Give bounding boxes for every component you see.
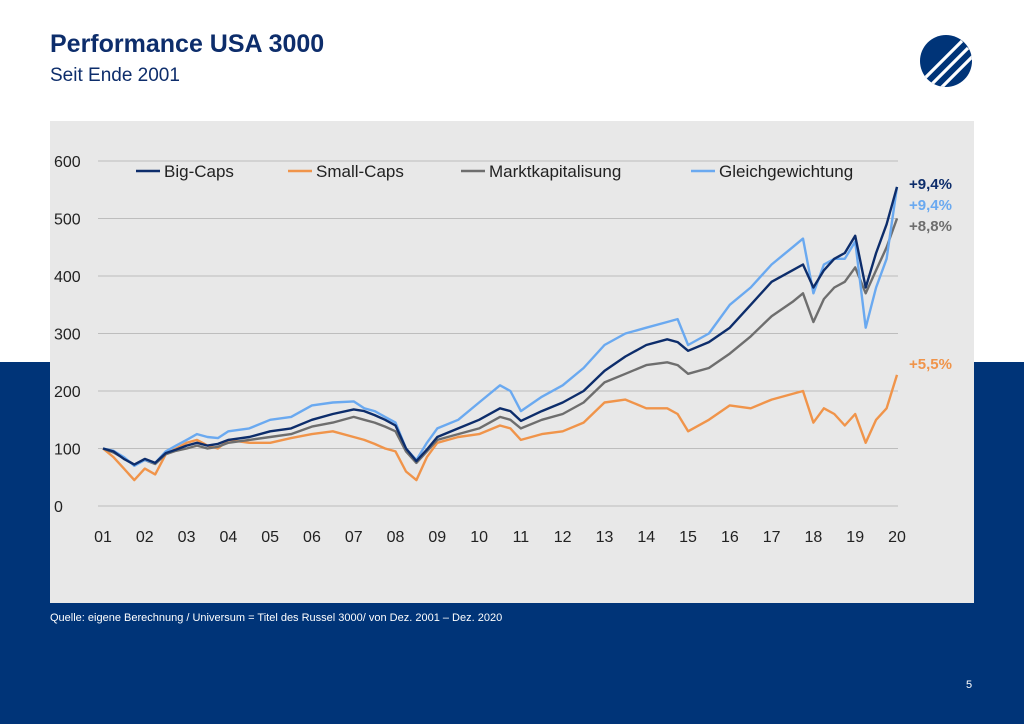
x-tick-label-09: 09 [428,529,446,546]
x-tick-label-08: 08 [387,529,405,546]
x-tick-label-17: 17 [763,529,781,546]
x-tick-label-10: 10 [470,529,488,546]
y-axis-ticks: 0 100 200 300 400 500 600 [54,154,81,516]
y-tick-label-200: 200 [54,384,81,401]
x-axis-ticks: 01 02 03 04 05 06 07 08 09 10 11 12 13 14 15 16 17 18 19 20 [94,529,906,546]
series-line-big-caps [102,186,899,466]
y-tick-label-400: 400 [54,269,81,286]
x-tick-label-07: 07 [345,529,363,546]
x-tick-label-18: 18 [805,529,823,546]
source-note: Quelle: eigene Berechnung / Universum = … [50,612,503,624]
x-tick-label-05: 05 [261,529,279,546]
x-tick-label-13: 13 [596,529,614,546]
x-tick-label-11: 11 [513,529,530,546]
series-line-small-caps [102,374,899,482]
end-label-gleichgewichtung: +9,4% [909,197,952,214]
y-tick-label-300: 300 [54,327,81,344]
y-tick-label-600: 600 [54,154,81,171]
x-tick-label-12: 12 [554,529,572,546]
x-tick-label-03: 03 [178,529,196,546]
legend-label-big-caps: Big-Caps [164,162,234,181]
y-tick-label-100: 100 [54,442,81,459]
x-tick-label-19: 19 [846,529,864,546]
series-line-marktkapitalisung [102,218,899,466]
legend-label-small-caps: Small-Caps [316,162,404,181]
x-tick-label-20: 20 [888,529,906,546]
x-tick-label-02: 02 [136,529,154,546]
x-tick-label-16: 16 [721,529,739,546]
page-number: 5 [966,679,973,691]
company-logo-icon [920,35,972,87]
series-lines [102,186,899,482]
end-label-big-caps: +9,4% [909,176,952,193]
page-subtitle: Seit Ende 2001 [50,65,180,86]
y-tick-label-0: 0 [54,499,63,516]
legend: Big-Caps Small-Caps Marktkapitalisung Gleic… [136,162,853,181]
x-tick-label-06: 06 [303,529,321,546]
x-tick-label-14: 14 [637,529,655,546]
x-tick-label-15: 15 [679,529,697,546]
performance-line-chart: 0 100 200 300 400 500 600 01 02 03 04 05 06 07 08 09 10… [54,154,952,546]
page-title: Performance USA 3000 [50,30,325,58]
end-label-marktkapitalisung: +8,8% [909,218,952,235]
y-tick-label-500: 500 [54,212,81,229]
legend-label-gleichgewichtung: Gleichgewichtung [719,162,853,181]
series-line-gleichgewichtung [102,186,899,467]
x-tick-label-01: 01 [94,529,112,546]
end-value-labels: +9,4% +9,4% +8,8% +5,5% [909,176,952,373]
x-tick-label-04: 04 [219,529,237,546]
end-label-small-caps: +5,5% [909,356,952,373]
legend-label-marktkapitalisung: Marktkapitalisung [489,162,621,181]
chart-panel: 0 100 200 300 400 500 600 01 02 03 04 05 06 07 08 09 10… [50,121,974,603]
gridlines [98,160,898,507]
